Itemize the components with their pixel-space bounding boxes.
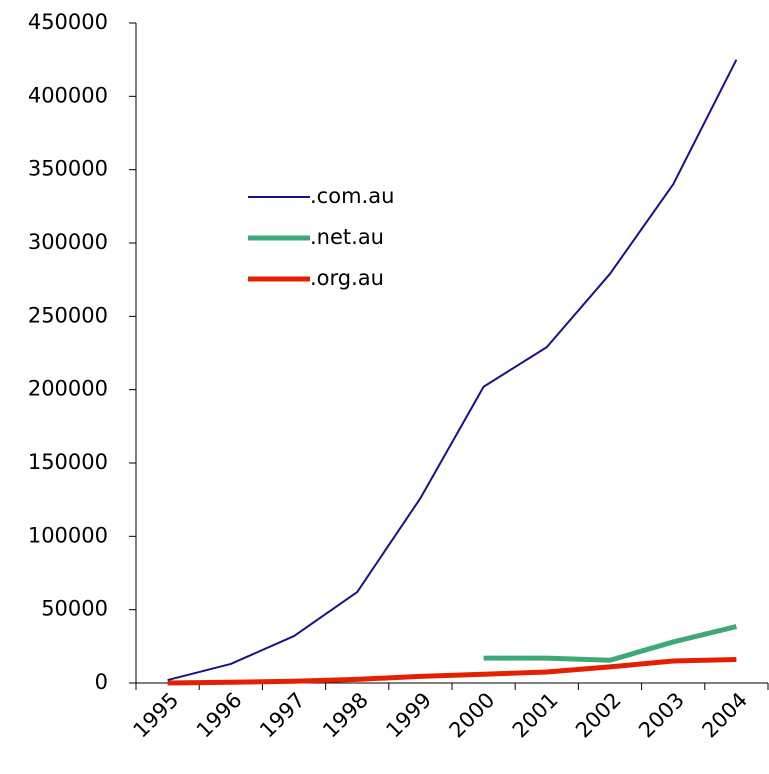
y-tick-label: 400000 — [28, 83, 108, 107]
x-tick-label: 1998 — [318, 688, 373, 743]
legend-label: .com.au — [310, 184, 394, 208]
x-tick-label: 1999 — [381, 688, 436, 743]
legend-label: .net.au — [310, 225, 384, 249]
line-series — [167, 657, 737, 686]
x-tick-label: 2004 — [697, 688, 752, 743]
y-tick-label: 450000 — [28, 10, 108, 34]
x-tick-label: 2002 — [571, 688, 626, 743]
y-tick-label: 100000 — [28, 523, 108, 547]
x-tick-label: 2001 — [508, 688, 563, 743]
y-tick-label: 350000 — [28, 157, 108, 181]
x-tick-label: 1996 — [192, 688, 247, 743]
y-tick-label: 50000 — [41, 597, 108, 621]
y-tick-label: 250000 — [28, 303, 108, 327]
y-tick-label: 0 — [95, 670, 108, 694]
y-tick-label: 300000 — [28, 230, 108, 254]
x-tick-label: 2003 — [634, 688, 689, 743]
legend-label: .org.au — [310, 266, 384, 290]
line-series — [483, 624, 737, 663]
y-tick-label: 150000 — [28, 450, 108, 474]
line-series — [167, 59, 738, 682]
x-tick-label: 1995 — [129, 688, 184, 743]
y-tick-label: 200000 — [28, 377, 108, 401]
x-tick-label: 2000 — [445, 688, 500, 743]
x-tick-label: 1997 — [255, 688, 310, 743]
